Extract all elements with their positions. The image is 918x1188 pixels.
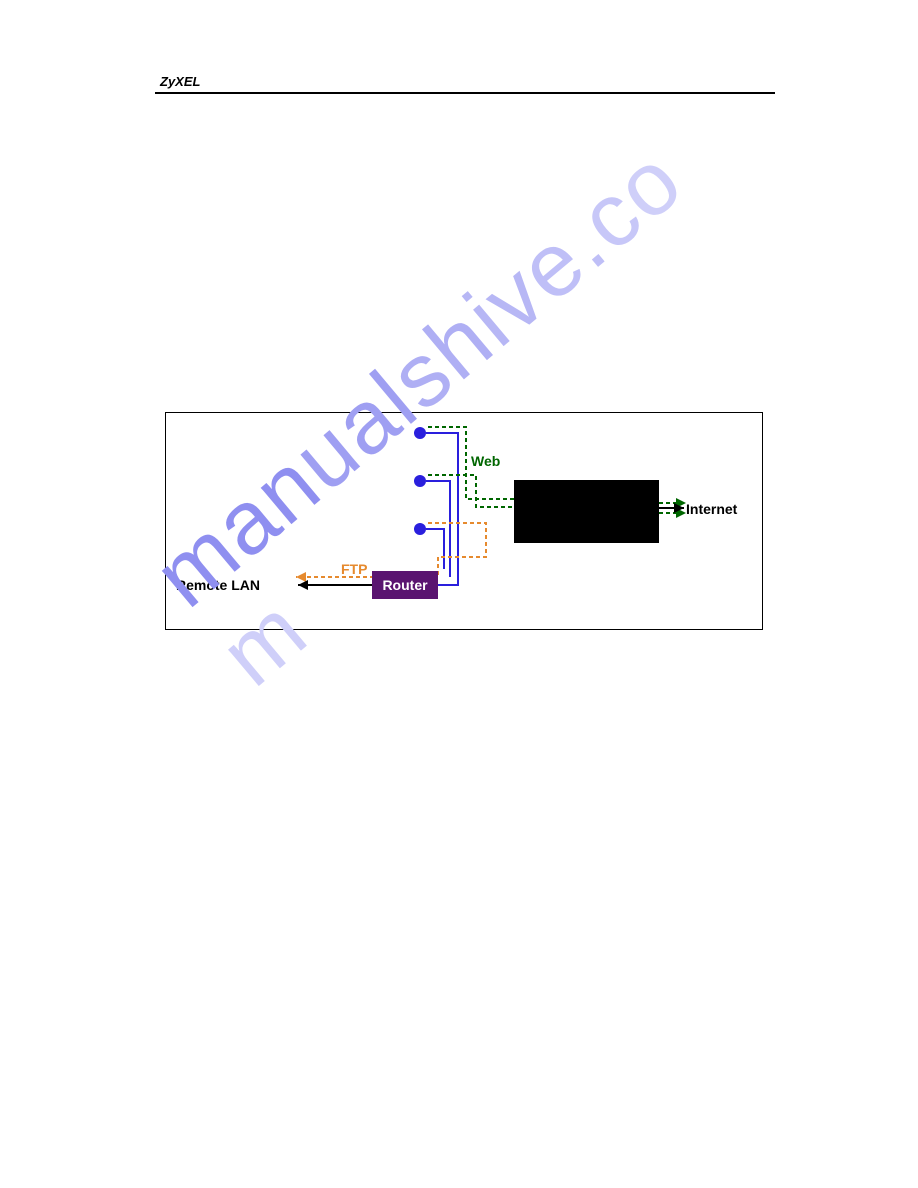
network-diagram: Router Web FTP Internet Remote LAN — [165, 412, 763, 630]
router-device: Router — [372, 571, 438, 599]
ftp-label: FTP — [341, 561, 367, 577]
header-rule — [155, 92, 775, 94]
internet-label: Internet — [686, 501, 737, 517]
brand-label: ZyXEL — [160, 74, 200, 89]
remote-lan-label: Remote LAN — [176, 577, 260, 593]
router-label: Router — [382, 577, 427, 593]
firewall-device — [514, 480, 659, 543]
page: ZyXEL manualshive.com Router Web FTP Int… — [0, 0, 918, 1188]
web-label: Web — [471, 453, 500, 469]
diagram-svg — [166, 413, 764, 631]
